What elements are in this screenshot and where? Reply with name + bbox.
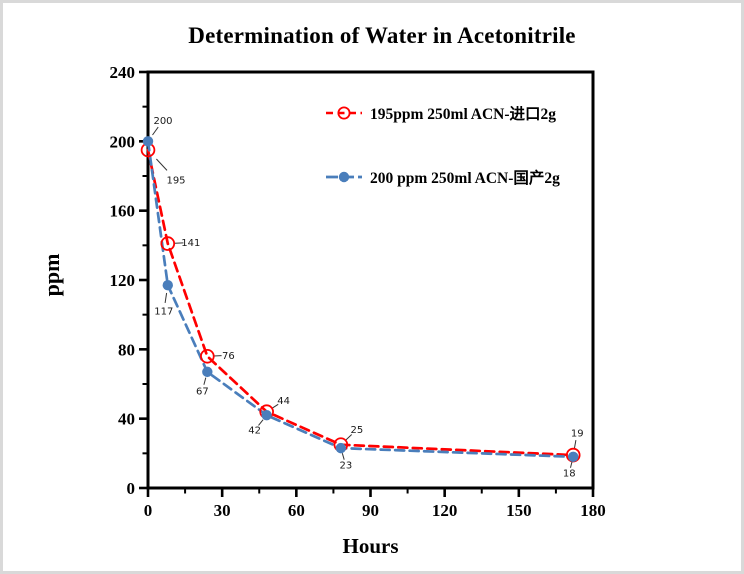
data-label-leader <box>258 419 264 426</box>
x-tick-label: 60 <box>288 501 305 520</box>
legend-item-imported: 195ppm 250ml ACN-进口2g <box>325 103 560 123</box>
data-point-marker <box>162 280 173 291</box>
data-point-marker <box>202 366 213 378</box>
data-point-marker <box>261 410 272 421</box>
data-point-label: 200 <box>153 116 172 127</box>
y-tick-label: 40 <box>118 410 135 429</box>
plot-area: 0 30 60 90 120 150 180 0 40 80 120 160 200 240 195 141 7… <box>110 63 606 520</box>
series-line-1 <box>146 139 575 459</box>
data-label-leader <box>271 403 279 409</box>
data-point-label: 117 <box>154 307 173 318</box>
data-label-leader <box>156 158 168 171</box>
data-label-leader <box>570 461 573 468</box>
data-point-marker <box>200 348 215 364</box>
y-tick-label: 0 <box>127 479 136 498</box>
x-tick-label: 0 <box>144 501 153 520</box>
data-point-label: 141 <box>181 238 200 249</box>
series-line-0 <box>146 148 575 457</box>
data-point-label: 76 <box>222 351 235 362</box>
x-tick-label: 30 <box>214 501 231 520</box>
data-point-marker <box>160 236 176 251</box>
data-point-marker <box>142 136 154 147</box>
data-point-label: 25 <box>350 425 363 436</box>
data-label-leader <box>345 434 353 441</box>
x-tick-label: 90 <box>362 501 379 520</box>
y-tick-label: 120 <box>110 271 136 290</box>
data-label-leader <box>203 377 207 385</box>
x-tick-label: 120 <box>432 501 458 520</box>
y-axis-title: ppm <box>39 253 64 297</box>
legend-item-domestic: 200 ppm 250ml ACN-国产2g <box>325 167 560 187</box>
y-tick-label: 80 <box>118 340 135 359</box>
y-tick-label: 240 <box>110 63 136 82</box>
data-label-leader <box>164 292 168 303</box>
data-point-label: 67 <box>196 386 209 397</box>
legend-label-domestic: 200 ppm 250ml ACN-国产2g <box>370 170 560 187</box>
data-label-leader <box>573 440 577 449</box>
x-tick-label: 180 <box>580 501 606 520</box>
data-point-label: 23 <box>339 461 352 472</box>
y-tick-label: 160 <box>110 202 136 221</box>
data-point-marker <box>568 451 579 462</box>
data-point-marker <box>335 442 347 454</box>
chart-title: Determination of Water in Acetonitrile <box>188 23 576 48</box>
data-label-leader <box>341 453 345 460</box>
y-tick-label: 200 <box>110 132 136 151</box>
legend: 195ppm 250ml ACN-进口2g 200 ppm 250ml ACN-… <box>325 103 560 231</box>
data-point-label: 195 <box>166 176 185 187</box>
data-label-leader <box>152 126 159 136</box>
dashed-filled-circle-marker-icon <box>326 171 362 183</box>
data-point-label: 19 <box>571 429 584 440</box>
x-tick-label: 150 <box>506 501 532 520</box>
x-axis-title: Hours <box>342 534 399 558</box>
data-point-label: 44 <box>277 396 290 407</box>
data-point-label: 18 <box>563 468 576 479</box>
legend-label-imported: 195ppm 250ml ACN-进口2g <box>370 106 557 123</box>
dashed-open-circle-marker-icon <box>326 106 362 120</box>
data-point-label: 42 <box>248 426 261 437</box>
